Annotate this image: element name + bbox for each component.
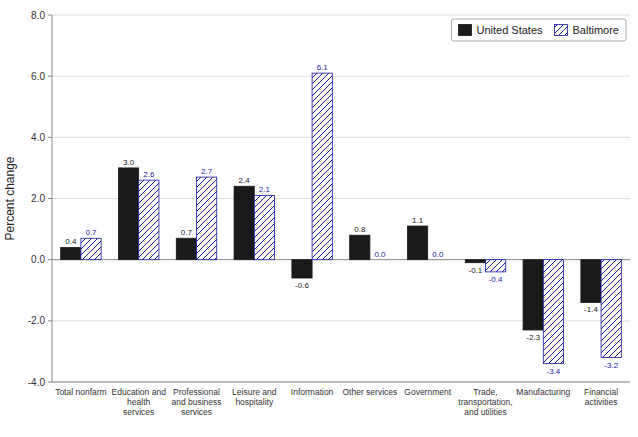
legend-label: United States: [476, 24, 543, 36]
x-tick-label: Government: [404, 387, 451, 397]
y-tick-label: 6.0: [31, 71, 45, 82]
bar: [407, 226, 427, 260]
x-tick-label: Other services: [343, 387, 398, 397]
legend-swatch: [555, 25, 568, 36]
data-label: 0.7: [85, 228, 97, 237]
bar: [234, 186, 254, 259]
y-axis-line: [52, 15, 53, 382]
data-label: 2.4: [239, 176, 251, 185]
x-tick-label-line: Government: [404, 387, 451, 397]
bar: [370, 259, 390, 260]
bar: [176, 238, 196, 259]
bar: [197, 177, 217, 260]
y-tick: [48, 76, 52, 77]
grid-line: [52, 76, 630, 77]
x-tick-label-line: Leisure and: [232, 387, 277, 397]
data-label: 6.1: [317, 63, 329, 72]
data-label: -3.2: [604, 361, 618, 370]
data-label: 0.7: [181, 228, 193, 237]
data-label: 2.7: [201, 167, 213, 176]
grid-line: [52, 137, 630, 138]
x-tick-label: Professionaland businessservices: [171, 387, 221, 417]
x-tick-label: Manufacturing: [516, 387, 570, 397]
y-tick-label: -4.0: [28, 377, 46, 388]
legend-frame: [451, 19, 626, 41]
data-label: 0.4: [65, 237, 77, 246]
data-label: -0.4: [489, 275, 503, 284]
y-tick: [48, 382, 52, 383]
y-tick-label: 4.0: [31, 132, 45, 143]
data-label: 2.1: [259, 185, 271, 194]
bar: [465, 260, 485, 263]
bar: [350, 235, 370, 259]
y-tick: [48, 259, 52, 260]
y-tick: [48, 137, 52, 138]
data-label: 0.0: [432, 250, 444, 259]
x-tick-label-line: Financial: [584, 387, 618, 397]
x-tick-label: Information: [291, 387, 334, 397]
legend-swatch: [458, 25, 471, 36]
bar: [254, 195, 274, 259]
legend: United States Baltimore: [451, 19, 626, 41]
bar: [543, 260, 563, 364]
data-label: 0.8: [354, 225, 366, 234]
x-tick-label: Trade,transportation,and utilities: [458, 387, 512, 417]
x-tick-label-line: transportation,: [458, 397, 512, 407]
chart: -4.0 -2.0 0.0 2.0 4.0 6.0 8.0 Percent change Tot…: [0, 0, 638, 437]
x-tick-label-line: and business: [171, 397, 221, 407]
legend-label: Baltimore: [573, 24, 619, 36]
x-tick-label-line: Education and: [112, 387, 167, 397]
y-tick-label: 2.0: [31, 193, 45, 204]
data-label: -3.4: [547, 367, 561, 376]
x-tick-label-line: Manufacturing: [516, 387, 570, 397]
bar: [139, 180, 159, 260]
y-tick: [48, 15, 52, 16]
x-tick-label-line: Professional: [173, 387, 220, 397]
grid: [48, 15, 630, 382]
bar: [428, 259, 448, 260]
y-tick: [48, 320, 52, 321]
bar: [292, 260, 312, 278]
x-tick-label: Total nonfarm: [55, 387, 107, 397]
y-tick: [48, 198, 52, 199]
y-axis-label: Percent change: [3, 156, 17, 240]
grid-line: [52, 382, 630, 383]
data-label: -2.3: [526, 333, 540, 342]
bar: [81, 238, 101, 259]
x-tick-label: Leisure andhospitality: [232, 387, 277, 407]
data-label: -0.6: [295, 281, 309, 290]
x-tick-label-line: Trade,: [473, 387, 497, 397]
x-tick-label-line: and utilities: [464, 407, 507, 417]
x-tick-label-line: services: [181, 407, 212, 417]
bar: [523, 260, 543, 330]
x-tick-label-line: hospitality: [235, 397, 274, 407]
x-tick-label-line: health: [127, 397, 150, 407]
data-label: -1.4: [584, 305, 598, 314]
x-axis-line: [52, 382, 630, 383]
y-tick-label: 0.0: [31, 254, 45, 265]
data-label: 3.0: [123, 158, 135, 167]
data-label: 0.0: [374, 250, 386, 259]
x-tick-label-line: Information: [291, 387, 334, 397]
grid-line: [52, 15, 630, 16]
data-label: 1.1: [412, 216, 424, 225]
data-label: -0.1: [468, 266, 482, 275]
x-tick-label-line: Total nonfarm: [55, 387, 107, 397]
bar: [581, 260, 601, 303]
y-tick-label: 8.0: [31, 10, 45, 21]
bar: [118, 168, 138, 260]
x-tick-label-line: Other services: [343, 387, 398, 397]
bars: [61, 73, 622, 364]
x-tick-label: Education andhealthservices: [112, 387, 167, 417]
bar: [601, 260, 621, 358]
x-tick-label: Financialactivities: [584, 387, 618, 407]
y-tick-label: -2.0: [28, 315, 46, 326]
bar: [312, 73, 332, 260]
data-label: 2.6: [143, 170, 155, 179]
x-tick-label-line: activities: [585, 397, 618, 407]
bar: [486, 260, 506, 272]
bar: [61, 247, 81, 259]
x-tick-label-line: services: [123, 407, 154, 417]
